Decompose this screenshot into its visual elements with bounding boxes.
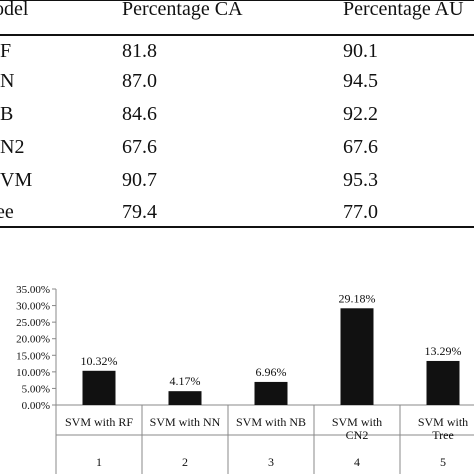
table-row-au: 77.0 [343, 201, 378, 223]
category-label: SVM with [332, 415, 382, 429]
percentage-bar-chart: 0.00% 5.00% 10.00% 15.00% 20.00% 25.00% 30.00%… [0, 270, 474, 474]
bar [426, 360, 460, 405]
table-row-au: 92.2 [343, 103, 378, 125]
bar [82, 370, 116, 405]
table-row-ca: 79.4 [122, 201, 157, 223]
category-number: 5 [440, 455, 446, 469]
table-row-model: F [0, 40, 12, 62]
data-label: 13.29% [425, 344, 462, 358]
table-row-ca: 84.6 [122, 103, 157, 125]
category-label: Tree [432, 428, 454, 442]
category-number: 4 [354, 455, 360, 469]
table-row-ca: 81.8 [122, 40, 157, 62]
category-label: CN2 [346, 428, 369, 442]
bar [340, 308, 374, 405]
category-number: 2 [182, 455, 188, 469]
category-label: SVM with NN [150, 415, 221, 429]
table-row-model: VM [0, 169, 33, 191]
y-tick-label: 35.00% [16, 284, 50, 296]
table-row-au: 94.5 [343, 70, 378, 92]
category-number: 1 [96, 455, 102, 469]
data-label: 10.32% [81, 354, 118, 368]
y-tick-label: 25.00% [16, 317, 50, 329]
table-row-ca: 90.7 [122, 169, 157, 191]
data-label: 4.17% [170, 374, 201, 388]
table-row-au: 90.1 [343, 40, 378, 62]
y-tick-label: 5.00% [22, 383, 50, 395]
table-row-ca: 87.0 [122, 70, 157, 92]
table-top-rule [0, 0, 474, 1]
table-header-rule [0, 34, 474, 36]
table-row-model: B [0, 103, 14, 125]
table-bottom-rule [0, 226, 474, 228]
results-table: odel Percentage CA Percentage AU F 81.8 … [0, 0, 474, 228]
category-label: SVM with RF [65, 415, 133, 429]
y-tick-label: 10.00% [16, 367, 50, 379]
bar [254, 381, 288, 405]
category-label: SVM with [418, 415, 468, 429]
table-row-au: 67.6 [343, 136, 378, 158]
y-tick-label: 30.00% [16, 301, 50, 313]
category-number: 3 [268, 455, 274, 469]
table-row-ca: 67.6 [122, 136, 157, 158]
y-tick-label: 15.00% [16, 350, 50, 362]
table-row-au: 95.3 [343, 169, 378, 191]
table-row-model: ee [0, 201, 14, 223]
data-label: 29.18% [339, 291, 376, 305]
y-tick-label: 0.00% [22, 400, 50, 412]
table-row-model: N [0, 70, 15, 92]
table-header-percentage-ca: Percentage CA [122, 0, 243, 20]
y-tick-label: 20.00% [16, 334, 50, 346]
bar-chart-svg: 0.00% 5.00% 10.00% 15.00% 20.00% 25.00% 30.00%… [16, 284, 474, 474]
table-header-model: odel [0, 0, 29, 20]
data-label: 6.96% [256, 365, 287, 379]
table-header-percentage-au: Percentage AU [343, 0, 464, 20]
table-row-model: N2 [0, 136, 25, 158]
bar [168, 391, 202, 405]
category-label: SVM with NB [236, 415, 306, 429]
